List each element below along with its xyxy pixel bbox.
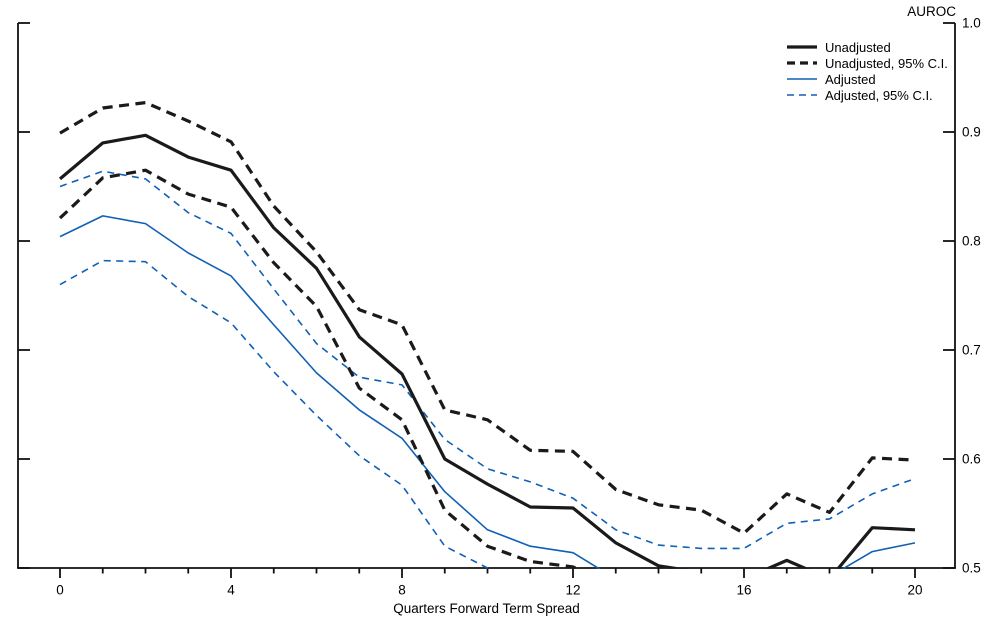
legend-line-sample-dashed-black <box>787 61 817 65</box>
legend-line-sample-solid-blue <box>787 78 817 80</box>
series-adjusted <box>59 215 916 569</box>
x-tick-label: 12 <box>565 583 580 598</box>
series-adjusted-95-c-i-lower <box>59 259 491 569</box>
x-tick-label: 16 <box>736 583 751 598</box>
series-lines <box>58 100 916 569</box>
legend-line-sample-solid-black <box>787 45 817 49</box>
legend-label: Adjusted <box>825 71 876 87</box>
legend-label: Unadjusted <box>825 39 891 55</box>
y-axis-title: AUROC <box>907 4 956 19</box>
y-tick-label: 0.9 <box>962 125 981 140</box>
series-unadjusted-95-c-i-upper <box>59 100 916 535</box>
series-unadjusted <box>58 133 916 569</box>
legend-item-adjusted: Adjusted <box>786 71 948 87</box>
x-tick-label: 4 <box>227 583 235 598</box>
x-tick-label: 20 <box>907 583 922 598</box>
y-tick-label: 0.5 <box>962 561 981 576</box>
legend-item-adjusted-ci: Adjusted, 95% C.I. <box>786 87 948 103</box>
series-unadjusted-95-c-i-lower <box>58 168 580 569</box>
x-axis-label: Quarters Forward Term Spread <box>393 601 580 616</box>
tick-labels: 1.0 0.9 0.8 0.7 0.6 0.5 0 4 8 12 16 20 <box>56 16 981 598</box>
legend-line-sample-dashed-blue <box>787 94 817 96</box>
legend: Unadjusted Unadjusted, 95% C.I. Adjusted… <box>786 39 948 103</box>
legend-item-unadjusted-ci: Unadjusted, 95% C.I. <box>786 55 948 71</box>
legend-label: Unadjusted, 95% C.I. <box>825 55 948 71</box>
y-tick-label: 1.0 <box>962 16 981 31</box>
y-tick-label: 0.7 <box>962 343 981 358</box>
series-adjusted-95-c-i-upper <box>59 170 916 550</box>
x-tick-label: 0 <box>56 583 64 598</box>
y-tick-label: 0.8 <box>962 234 981 249</box>
legend-label: Adjusted, 95% C.I. <box>825 87 933 103</box>
x-tick-label: 8 <box>398 583 406 598</box>
y-tick-label: 0.6 <box>962 452 981 467</box>
legend-item-unadjusted: Unadjusted <box>786 39 948 55</box>
